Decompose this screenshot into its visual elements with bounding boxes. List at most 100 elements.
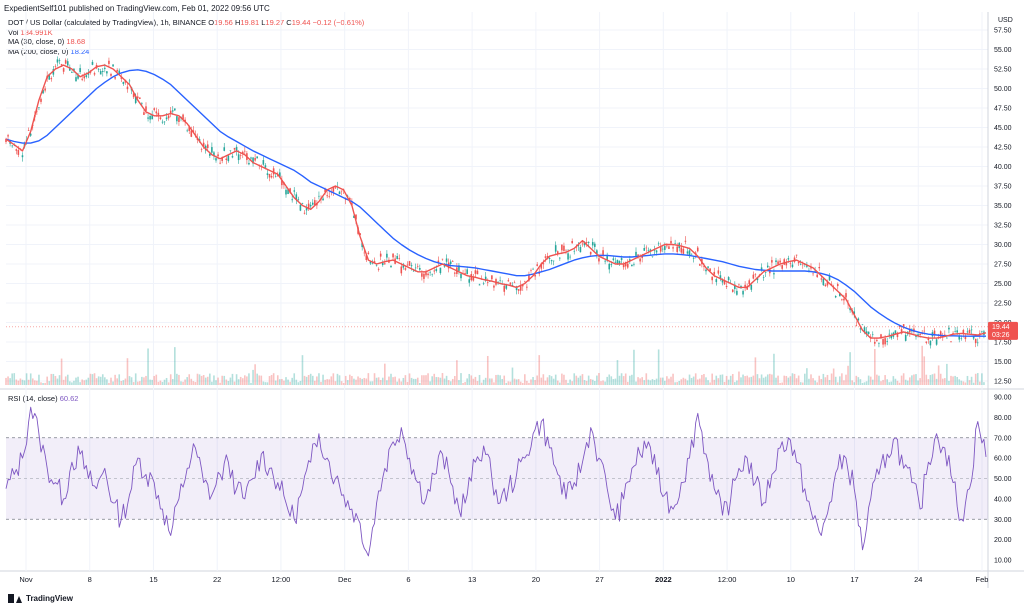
ma30-row[interactable]: MA (30, close, 0) 18.68 xyxy=(8,37,364,47)
volume-bar xyxy=(202,375,205,385)
candle-body xyxy=(373,261,376,263)
volume-bar xyxy=(97,376,100,385)
candle-body xyxy=(606,256,608,260)
volume-bar xyxy=(241,378,244,385)
candle-body xyxy=(517,289,520,291)
candle-body xyxy=(880,334,882,339)
volume-bar xyxy=(223,375,226,385)
ma200-row[interactable]: MA (200, close, 0) 18.24 xyxy=(8,47,364,57)
ohlc-c-label: C xyxy=(286,18,292,27)
volume-bar xyxy=(637,377,639,385)
volume-bar xyxy=(484,377,487,385)
candle-body xyxy=(771,260,773,263)
volume-bar xyxy=(194,382,197,385)
volume-bar xyxy=(301,355,304,385)
candle-body xyxy=(182,114,184,120)
candle-body xyxy=(845,293,847,298)
candle-body xyxy=(828,275,831,281)
volume-bar xyxy=(717,378,720,385)
volume-bar xyxy=(262,381,265,385)
price-tick-label: 40.00 xyxy=(994,164,1012,171)
candle-body xyxy=(878,343,880,344)
volume-bar xyxy=(456,360,458,385)
price-tick-label: 57.50 xyxy=(994,28,1012,35)
volume-bar xyxy=(822,373,825,385)
candle-body xyxy=(511,285,514,286)
volume-bar xyxy=(750,376,753,385)
volume-bar xyxy=(52,373,55,385)
volume-bar xyxy=(264,382,267,385)
volume-bar xyxy=(346,380,349,385)
candle-body xyxy=(727,277,730,281)
volume-bar xyxy=(939,373,942,385)
volume-bar xyxy=(130,377,133,385)
volume-bar xyxy=(295,379,298,385)
candle-body xyxy=(38,107,40,108)
volume-bar xyxy=(927,379,930,385)
volume-bar xyxy=(42,382,44,385)
volume-bar xyxy=(559,382,561,385)
volume-bar xyxy=(75,377,77,385)
volume-bar xyxy=(497,374,499,385)
volume-bar xyxy=(468,373,471,385)
candle-body xyxy=(731,289,734,292)
candle-body xyxy=(713,271,716,275)
candle-body xyxy=(155,111,158,114)
candle-body xyxy=(497,281,499,283)
candle-body xyxy=(680,247,683,253)
volume-bar xyxy=(46,376,48,385)
candle-body xyxy=(925,341,928,343)
candle-body xyxy=(690,253,693,255)
volume-bar xyxy=(311,375,314,385)
volume-bar xyxy=(828,379,831,385)
rsi-legend[interactable]: RSI (14, close) 60.62 xyxy=(8,394,78,403)
candle-body xyxy=(206,144,209,149)
candle-body xyxy=(703,266,705,267)
volume-bar xyxy=(830,373,833,385)
candle-body xyxy=(163,121,166,123)
candle-body xyxy=(904,334,907,341)
candle-body xyxy=(231,156,234,158)
volume-bar xyxy=(923,356,926,385)
candle-body xyxy=(108,60,110,64)
volume-bar xyxy=(692,376,695,385)
volume-bar xyxy=(552,378,555,385)
footer-branding[interactable]: TradingView xyxy=(8,594,73,603)
volume-bar xyxy=(808,378,810,385)
candle-body xyxy=(762,277,765,278)
volume-bar xyxy=(23,380,26,385)
volume-bar xyxy=(618,375,621,385)
volume-bar xyxy=(657,349,660,385)
candle-body xyxy=(122,81,125,85)
volume-bar xyxy=(519,381,522,385)
candle-body xyxy=(441,258,444,260)
candle-body xyxy=(791,264,794,267)
volume-bar xyxy=(688,374,691,385)
candle-body xyxy=(482,283,485,285)
candle-body xyxy=(104,67,106,69)
volume-bar xyxy=(548,375,551,385)
candle-body xyxy=(818,266,821,269)
candle-body xyxy=(608,263,611,270)
candle-body xyxy=(369,261,372,264)
volume-bar xyxy=(729,375,732,385)
volume-bar xyxy=(952,376,954,385)
volume-bar xyxy=(933,373,936,385)
volume-bar xyxy=(674,382,676,385)
volume-bar xyxy=(27,379,30,385)
volume-bar xyxy=(85,379,88,385)
candle-body xyxy=(528,275,530,281)
candle-body xyxy=(810,267,812,269)
moving-averages xyxy=(5,64,988,339)
volume-bar xyxy=(614,378,617,385)
volume-bar xyxy=(579,375,582,385)
candle-body xyxy=(229,150,232,151)
symbol-title[interactable]: DOT / US Dollar (calculated by TradingVi… xyxy=(8,18,207,27)
currency-label[interactable]: USD xyxy=(998,17,1013,24)
volume-bar xyxy=(801,382,804,385)
volume-row[interactable]: Vol 134.991K xyxy=(8,28,364,38)
candle-body xyxy=(764,272,767,273)
volume-bar xyxy=(694,373,697,385)
candle-body xyxy=(964,335,967,340)
